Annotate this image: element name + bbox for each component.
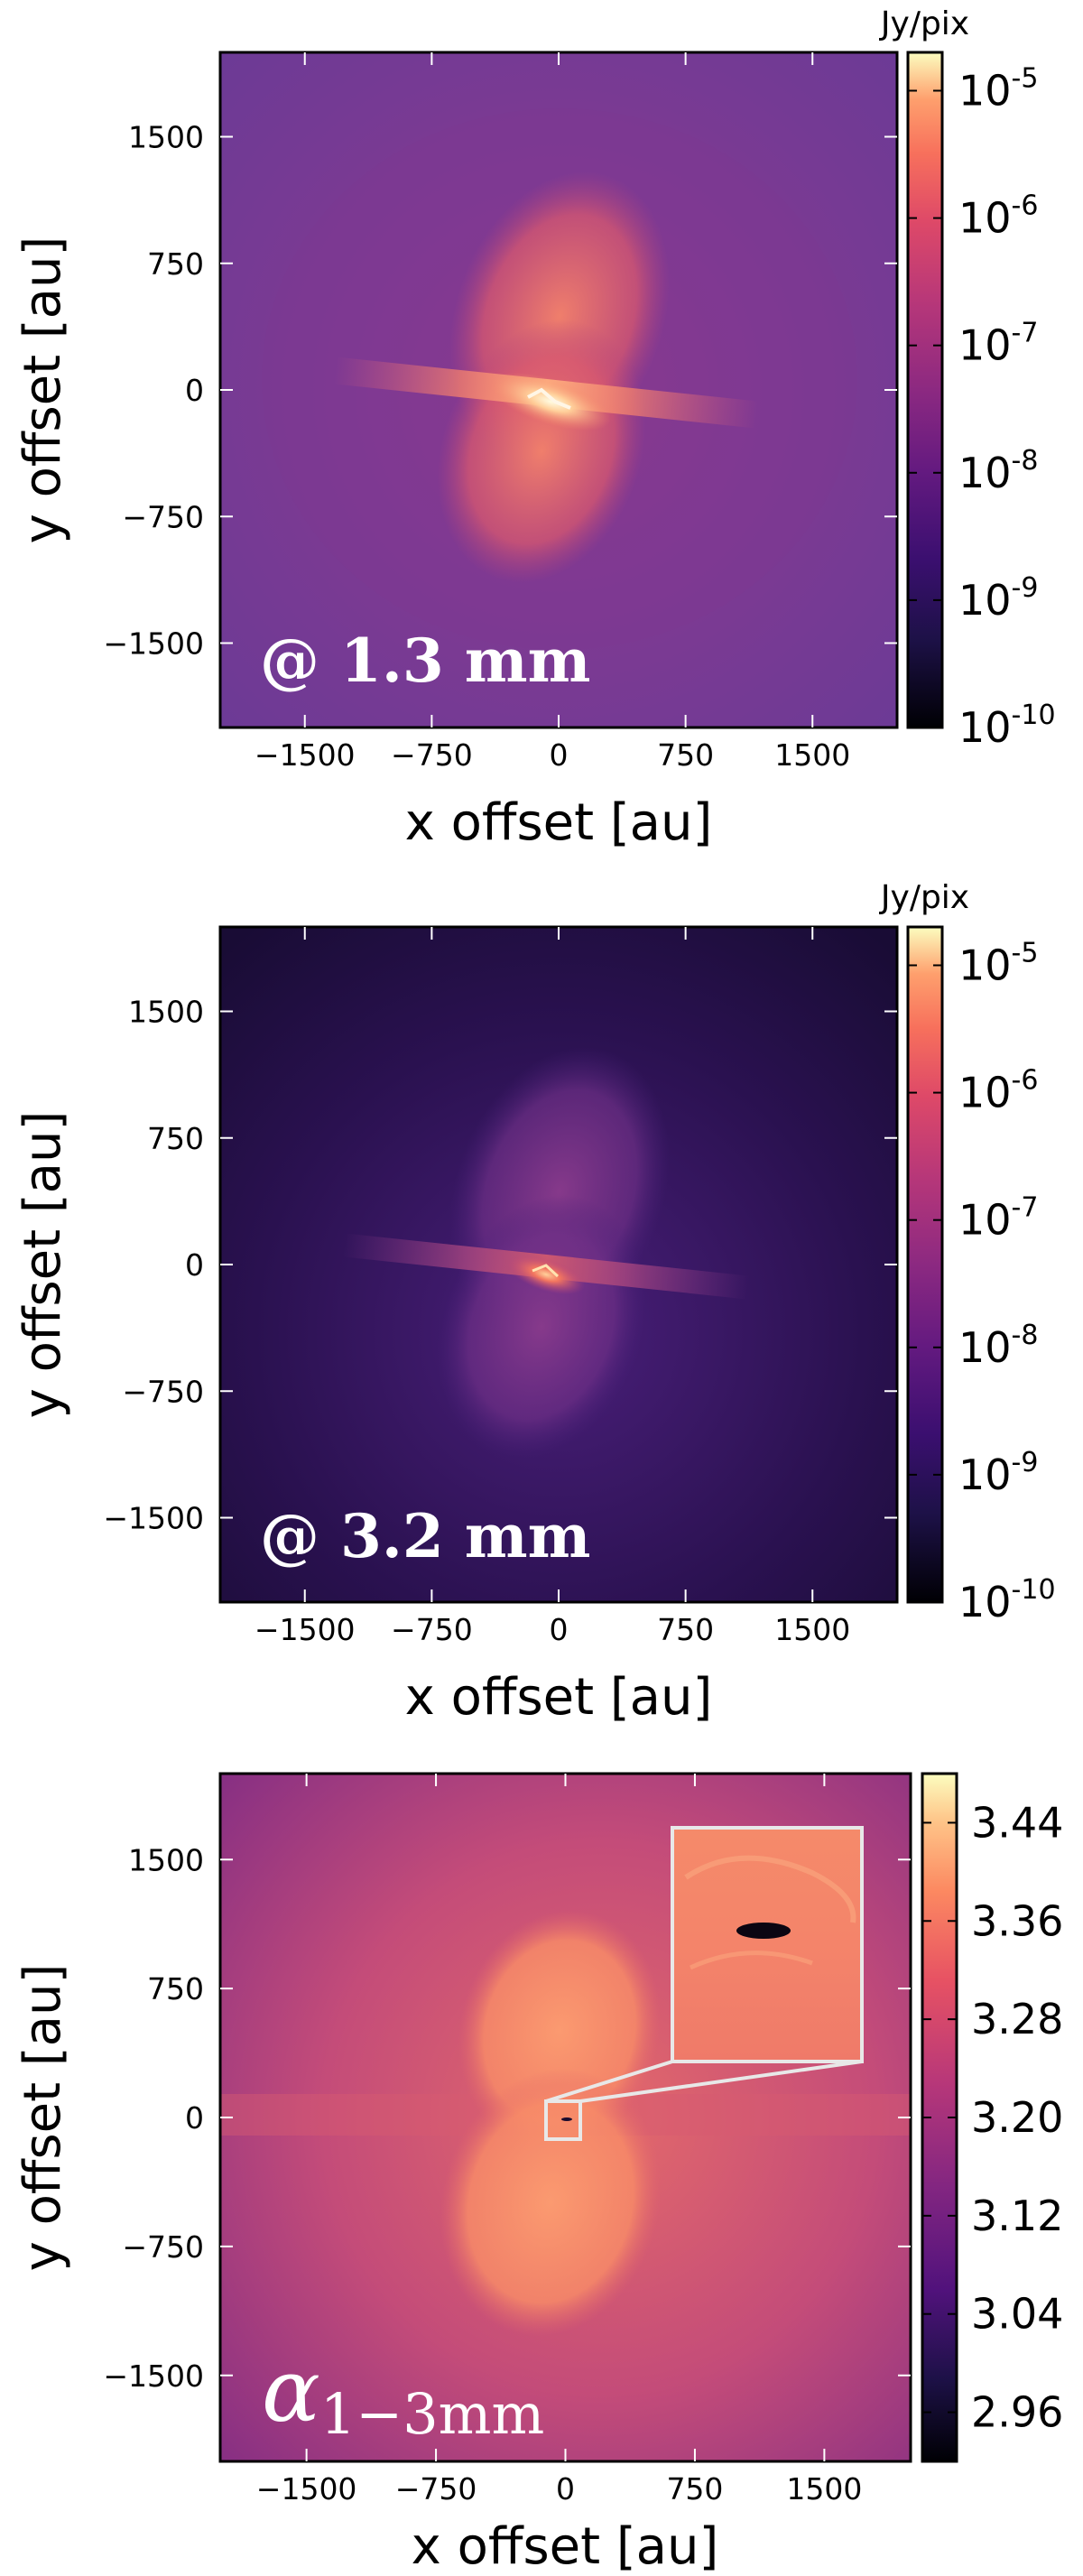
x-tick-label: 0: [550, 737, 569, 773]
y-tick-label: −750: [122, 1374, 204, 1409]
y-tick-label: 1500: [128, 120, 204, 155]
x-tick-label: 1500: [774, 737, 850, 773]
colorbar-tick-label: 10-8: [958, 1320, 1038, 1372]
colorbar-unit-3-2mm: Jy/pix: [879, 879, 969, 916]
y-axis-title-alpha: y offset [au]: [14, 1964, 72, 2272]
inset-panel: [671, 1826, 864, 2063]
x-axis-title-alpha: x offset [au]: [412, 2517, 719, 2576]
x-tick-label: −750: [391, 737, 473, 773]
x-tick-label: 1500: [774, 1612, 850, 1647]
x-tick-label: −750: [395, 2471, 477, 2507]
zoom-connector-left: [545, 2060, 673, 2103]
x-tick-label: 750: [657, 1612, 714, 1647]
colorbar-ticks-alpha: 3.44 3.36 3.28 3.20 3.12 3.04 2.96: [922, 1798, 1063, 2437]
colorbar-tick-label: 10-5: [958, 62, 1038, 115]
colorbar-tick-label: 3.28: [971, 1995, 1063, 2043]
colorbar-ticks-1-3mm: 10-5 10-6 10-7 10-8 10-9 10-10: [908, 62, 1056, 752]
panel-label-alpha: α1−3mm: [262, 2340, 544, 2447]
panel-label-1-3mm: @ 1.3 mm: [260, 625, 590, 696]
x-tick-label: 0: [556, 2471, 575, 2507]
y-tick-label: 750: [147, 246, 204, 282]
y-axis-title-1-3mm: y offset [au]: [14, 236, 72, 544]
colorbar-tick-label: 3.20: [971, 2093, 1063, 2142]
colorbar-tick-label: 3.36: [971, 1896, 1063, 1945]
colorbar-tick-label: 10-9: [958, 572, 1038, 625]
x-tick-label: −750: [391, 1612, 473, 1647]
x-tick-label: −1500: [255, 737, 356, 773]
y-tick-label: 0: [185, 1247, 204, 1283]
colorbar-tick-label: 10-6: [958, 190, 1038, 243]
x-axis-title-1-3mm: x offset [au]: [405, 793, 713, 852]
colorbar-tick-label: 3.04: [971, 2290, 1063, 2339]
y-tick-label: 1500: [128, 1842, 204, 1877]
y-tick-label: −1500: [103, 2358, 204, 2394]
y-tick-label: −1500: [103, 1501, 204, 1536]
colorbar-tick-label: 10-6: [958, 1065, 1038, 1117]
x-tick-label: 750: [657, 737, 714, 773]
ticks-3-2mm: −1500 −750 0 750 1500 1500 750 0 −750 −1500: [103, 927, 897, 1647]
heatmap-1-3mm: [220, 52, 897, 727]
y-tick-label: 0: [185, 2100, 204, 2136]
colorbar-tick-label: 10-10: [958, 1574, 1056, 1626]
colorbar-tick-label: 10-10: [958, 700, 1056, 752]
ticks-alpha: −1500 −750 0 750 1500 1500 750 0 −750 −1500: [103, 1774, 911, 2507]
x-tick-label: −1500: [255, 1612, 356, 1647]
panel-1-3mm: −1500 −750 0 750 1500 1500 750 0 −750 −1500 @ 1.3…: [14, 5, 1056, 852]
colorbar-1-3mm: [906, 51, 944, 729]
y-tick-label: −1500: [103, 626, 204, 662]
y-axis-title-3-2mm: y offset [au]: [14, 1111, 72, 1419]
panel-3-2mm: −1500 −750 0 750 1500 1500 750 0 −750 −1500 @ 3.2…: [14, 879, 1056, 1727]
heatmap-3-2mm: [220, 927, 897, 1602]
inset-core: [736, 1923, 791, 1939]
colorbar-tick-label: 10-7: [958, 1192, 1038, 1245]
colorbar-unit-1-3mm: Jy/pix: [879, 5, 969, 42]
colorbar-tick-label: 10-7: [958, 318, 1038, 370]
y-tick-label: 0: [185, 373, 204, 408]
colorbar-tick-label: 3.44: [971, 1798, 1063, 1847]
colorbar-tick-label: 2.96: [971, 2388, 1063, 2437]
panel-label-3-2mm: @ 3.2 mm: [260, 1501, 590, 1571]
y-tick-label: 750: [147, 1971, 204, 2006]
colorbar-3-2mm: [906, 925, 944, 1604]
x-axis-title-3-2mm: x offset [au]: [405, 1668, 713, 1727]
colorbar-tick-label: 10-8: [958, 445, 1038, 497]
colorbar-ticks-3-2mm: 10-5 10-6 10-7 10-8 10-9 10-10: [908, 937, 1056, 1626]
y-tick-label: 1500: [128, 995, 204, 1030]
x-tick-label: 0: [550, 1612, 569, 1647]
x-tick-label: −1500: [256, 2471, 357, 2507]
y-tick-label: 750: [147, 1121, 204, 1156]
colorbar-tick-label: 10-9: [958, 1447, 1038, 1499]
panel-alpha: −1500 −750 0 750 1500 1500 750 0 −750 −1500 α1−3m…: [14, 1772, 1063, 2576]
y-tick-label: −750: [122, 2229, 204, 2265]
ticks-1-3mm: −1500 −750 0 750 1500 1500 750 0 −750 −1500: [103, 52, 897, 773]
zoom-region-box: [544, 2099, 582, 2141]
colorbar-tick-label: 10-5: [958, 937, 1038, 989]
y-tick-label: −750: [122, 499, 204, 534]
x-tick-label: 750: [666, 2471, 723, 2507]
colorbar-tick-label: 3.12: [971, 2191, 1063, 2240]
zoom-inset: [544, 1826, 864, 2141]
x-tick-label: 1500: [786, 2471, 862, 2507]
zoom-connector-right: [579, 2060, 863, 2103]
